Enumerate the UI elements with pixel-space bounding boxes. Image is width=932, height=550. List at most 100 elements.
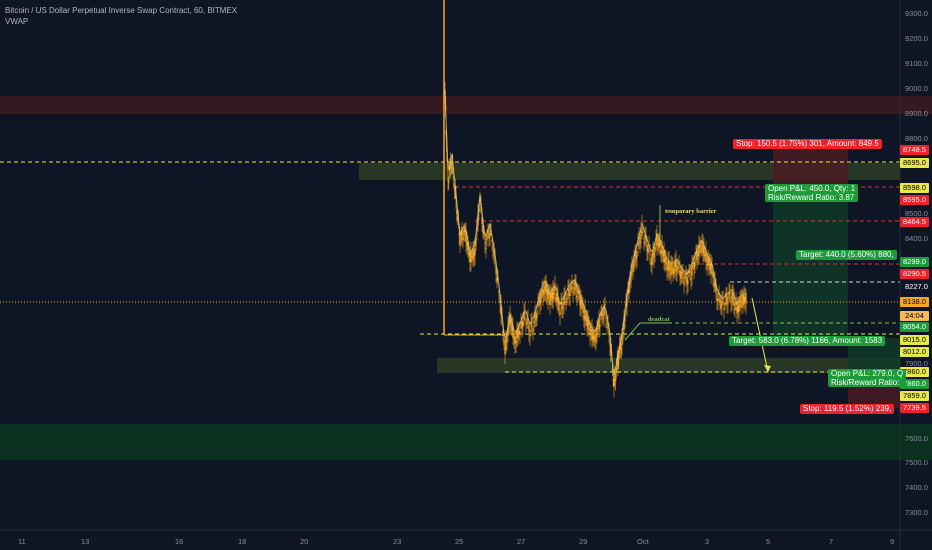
- long-target-label[interactable]: Target: 583.0 (6.78%) 1166, Amount: 1583: [729, 336, 886, 346]
- candle-body: [526, 320, 528, 324]
- candle-body: [506, 339, 508, 342]
- candle-body: [560, 302, 562, 305]
- candle-body: [715, 284, 717, 294]
- candle-body: [633, 259, 635, 268]
- candle-body: [458, 233, 460, 236]
- candle-body: [550, 293, 552, 299]
- candle-body: [529, 334, 531, 336]
- candle-body: [464, 228, 466, 232]
- candle-body: [723, 307, 725, 310]
- candle-body: [482, 225, 484, 233]
- y-label-7300: 7300.0: [905, 508, 928, 517]
- candle-body: [481, 217, 483, 224]
- price-tag-8138: 8138.0: [900, 297, 929, 307]
- candle-body: [504, 346, 506, 355]
- candle-body: [662, 251, 664, 256]
- candle-body: [712, 271, 714, 278]
- barrier-annotation[interactable]: temporary barrier: [665, 208, 717, 215]
- candle-body: [731, 291, 733, 301]
- candle-body: [467, 242, 469, 250]
- candle-body: [451, 160, 453, 165]
- y-label-7900: 7900.0: [905, 359, 928, 368]
- candle-body: [658, 238, 660, 248]
- candle-body: [626, 299, 628, 306]
- candle-body: [559, 313, 561, 316]
- candle-body: [608, 329, 610, 336]
- candle-body: [556, 292, 558, 303]
- y-label-9200: 9200.0: [905, 34, 928, 43]
- candle-body: [471, 255, 473, 258]
- candle-body: [503, 340, 505, 345]
- candle-body: [735, 301, 737, 306]
- candle-body: [510, 318, 512, 327]
- candle-body: [635, 248, 637, 260]
- candle-body: [620, 348, 622, 350]
- y-label-9000: 9000.0: [905, 84, 928, 93]
- candle-body: [702, 244, 704, 253]
- candle-body: [656, 234, 658, 246]
- candle-body: [502, 330, 504, 336]
- candle-body: [448, 181, 450, 183]
- candle-body: [651, 254, 653, 265]
- candle-body: [449, 162, 451, 168]
- x-label-5: 5: [766, 537, 771, 546]
- candle-body: [578, 291, 580, 294]
- candle-body: [606, 326, 608, 328]
- candle-body: [473, 250, 475, 257]
- short-stop-area: [773, 148, 848, 186]
- x-label-27: 27: [517, 537, 526, 546]
- candle-body: [736, 307, 738, 314]
- candle-body: [605, 317, 607, 319]
- candle-body: [627, 289, 629, 294]
- symbol-title[interactable]: Bitcoin / US Dollar Perpetual Inverse Sw…: [5, 6, 238, 15]
- candle-body: [558, 303, 560, 311]
- candle-body: [636, 255, 638, 258]
- candle-body: [641, 224, 643, 226]
- candle-body: [713, 283, 715, 286]
- candle-body: [549, 294, 551, 305]
- candle-body: [534, 315, 536, 318]
- candle-body: [571, 282, 573, 284]
- candle-body: [528, 325, 530, 333]
- short-target-label[interactable]: Target: 440.0 (5.60%) 880,: [796, 250, 897, 260]
- support-zone: [0, 424, 932, 460]
- candle-body: [513, 336, 515, 339]
- candle-body: [603, 306, 605, 317]
- candle-body: [479, 198, 481, 203]
- candle-body: [666, 266, 668, 271]
- candle-body: [680, 272, 682, 279]
- deadcat-line: [624, 322, 668, 341]
- candle-body: [456, 209, 458, 214]
- countdown-tag: 24:04: [900, 311, 929, 321]
- candle-body: [744, 296, 746, 303]
- candle-body: [623, 318, 625, 330]
- candle-body: [719, 298, 721, 306]
- short-stop-label[interactable]: Stop: 150.5 (1.75%) 301, Amount: 849.5: [733, 139, 882, 149]
- candle-body: [728, 293, 730, 298]
- deadcat-annotation[interactable]: deadcat: [648, 316, 670, 323]
- candle-body: [650, 262, 652, 264]
- candle-body: [551, 292, 553, 302]
- indicator-label[interactable]: VWAP: [5, 17, 29, 26]
- candle-body: [499, 300, 501, 304]
- projection-arrowhead: [764, 365, 771, 372]
- candle-body: [722, 298, 724, 301]
- x-label-9: 9: [890, 537, 895, 546]
- candle-body: [700, 246, 702, 253]
- candle-body: [515, 340, 517, 344]
- candle-body: [498, 291, 500, 293]
- long-pnl-label[interactable]: Open P&L: 279.0, Q Risk/Reward Ratio:: [828, 369, 907, 387]
- candle-body: [704, 254, 706, 257]
- candle-body: [721, 301, 723, 306]
- candle-body: [742, 295, 744, 306]
- price-tag-7860a: 7860.0: [900, 367, 929, 377]
- long-stop-label[interactable]: Stop: 119.5 (1.52%) 239,: [800, 404, 895, 414]
- candle-body: [507, 326, 509, 337]
- short-pnl-label[interactable]: Open P&L: 450.0, Qty: 1 Risk/Reward Rati…: [765, 184, 859, 202]
- candle-body: [470, 252, 472, 263]
- candle-body: [657, 243, 659, 245]
- candle-body: [584, 309, 586, 321]
- candle-body: [572, 291, 574, 293]
